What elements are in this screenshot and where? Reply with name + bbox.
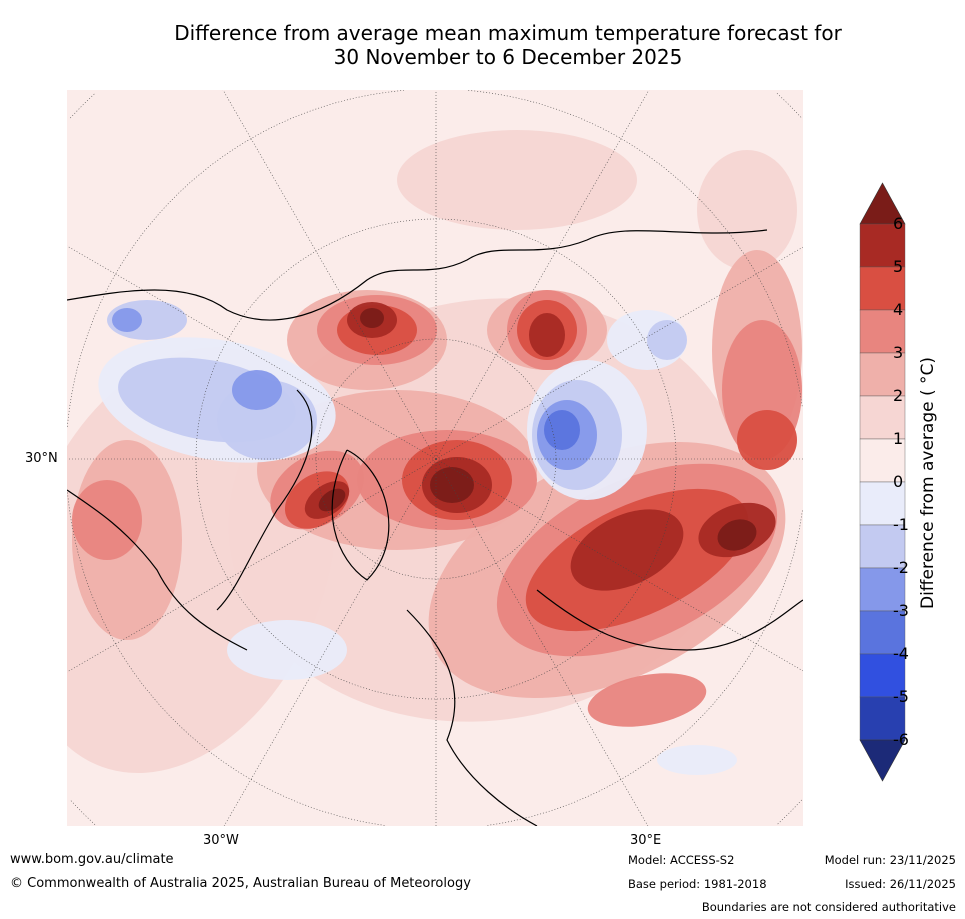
colorbar-tick-label: 6 (893, 214, 904, 233)
lon-label-30e: 30°E (630, 833, 662, 848)
latitude-circle (468, 90, 803, 408)
colorbar-bin (859, 223, 906, 268)
base-period: Base period: 1981-2018 (628, 877, 767, 891)
anomaly-contour (430, 467, 474, 503)
colorbar-tick-label: -1 (893, 515, 909, 534)
copyright-text: © Commonwealth of Australia 2025, Austra… (10, 876, 471, 891)
anomaly-contour (112, 308, 142, 332)
anomaly-contour (397, 130, 637, 230)
anomaly-contour (657, 745, 737, 775)
colorbar-bin (859, 438, 906, 483)
colorbar-bin (859, 309, 906, 354)
latitude-circle (67, 491, 385, 826)
coastline (216, 389, 313, 611)
anomaly-contour (570, 509, 684, 591)
coastline (331, 449, 390, 581)
coastline (67, 229, 768, 321)
colorbar-tick-label: -5 (893, 687, 909, 706)
longitude-line (222, 90, 437, 460)
longitude-line (67, 245, 437, 460)
lon-label-30w: 30°W (203, 833, 239, 848)
coastline (536, 589, 803, 651)
colorbar-tick-label: -6 (893, 730, 909, 749)
issued-date: Issued: 26/11/2025 (845, 877, 956, 891)
model-run-date: Model run: 23/11/2025 (824, 853, 956, 867)
colorbar-tick-label: 0 (893, 472, 904, 491)
colorbar-bin (859, 352, 906, 397)
anomaly-contour (587, 673, 707, 727)
colorbar-bin (859, 395, 906, 440)
colorbar-bin (859, 524, 906, 569)
model-name: Model: ACCESS-S2 (628, 853, 735, 867)
boundaries-disclaimer: Boundaries are not considered authoritat… (701, 900, 956, 914)
lat-label-30n: 30°N (25, 451, 58, 466)
colorbar-bin (859, 481, 906, 526)
anomaly-contour (544, 410, 580, 450)
longitude-line (435, 90, 650, 460)
colorbar-label: Difference from average ( °C) (918, 356, 938, 610)
colorbar-extend-low (859, 739, 906, 782)
coastline (406, 609, 538, 826)
anomaly-contour (647, 320, 687, 360)
colorbar-tick-label: 5 (893, 257, 904, 276)
colorbar-bin (859, 266, 906, 311)
chart-title-line1: Difference from average mean maximum tem… (174, 21, 842, 45)
colorbar-tick-label: 4 (893, 300, 904, 319)
colorbar-tick-label: 2 (893, 386, 904, 405)
coastline (67, 489, 248, 651)
longitude-line (67, 458, 437, 673)
colorbar-tick-label: -2 (893, 558, 909, 577)
anomaly-contour (737, 410, 797, 470)
anomaly-contour (232, 370, 282, 410)
colorbar (859, 182, 906, 782)
anomaly-contour (717, 519, 757, 551)
chart-title-line2: 30 November to 6 December 2025 (333, 45, 683, 69)
colorbar-bin (859, 610, 906, 655)
website-link[interactable]: www.bom.gov.au/climate (10, 852, 174, 867)
colorbar-bin (859, 567, 906, 612)
anomaly-contour (697, 150, 797, 270)
latitude-circle (67, 90, 404, 427)
temperature-anomaly-map (67, 90, 803, 826)
colorbar-tick-label: -3 (893, 601, 909, 620)
colorbar-tick-label: 3 (893, 343, 904, 362)
anomaly-contour (227, 620, 347, 680)
colorbar-tick-label: 1 (893, 429, 904, 448)
anomaly-contour (529, 313, 565, 357)
anomaly-contour (360, 308, 384, 328)
anomaly-contour (72, 480, 142, 560)
colorbar-tick-label: -4 (893, 644, 909, 663)
